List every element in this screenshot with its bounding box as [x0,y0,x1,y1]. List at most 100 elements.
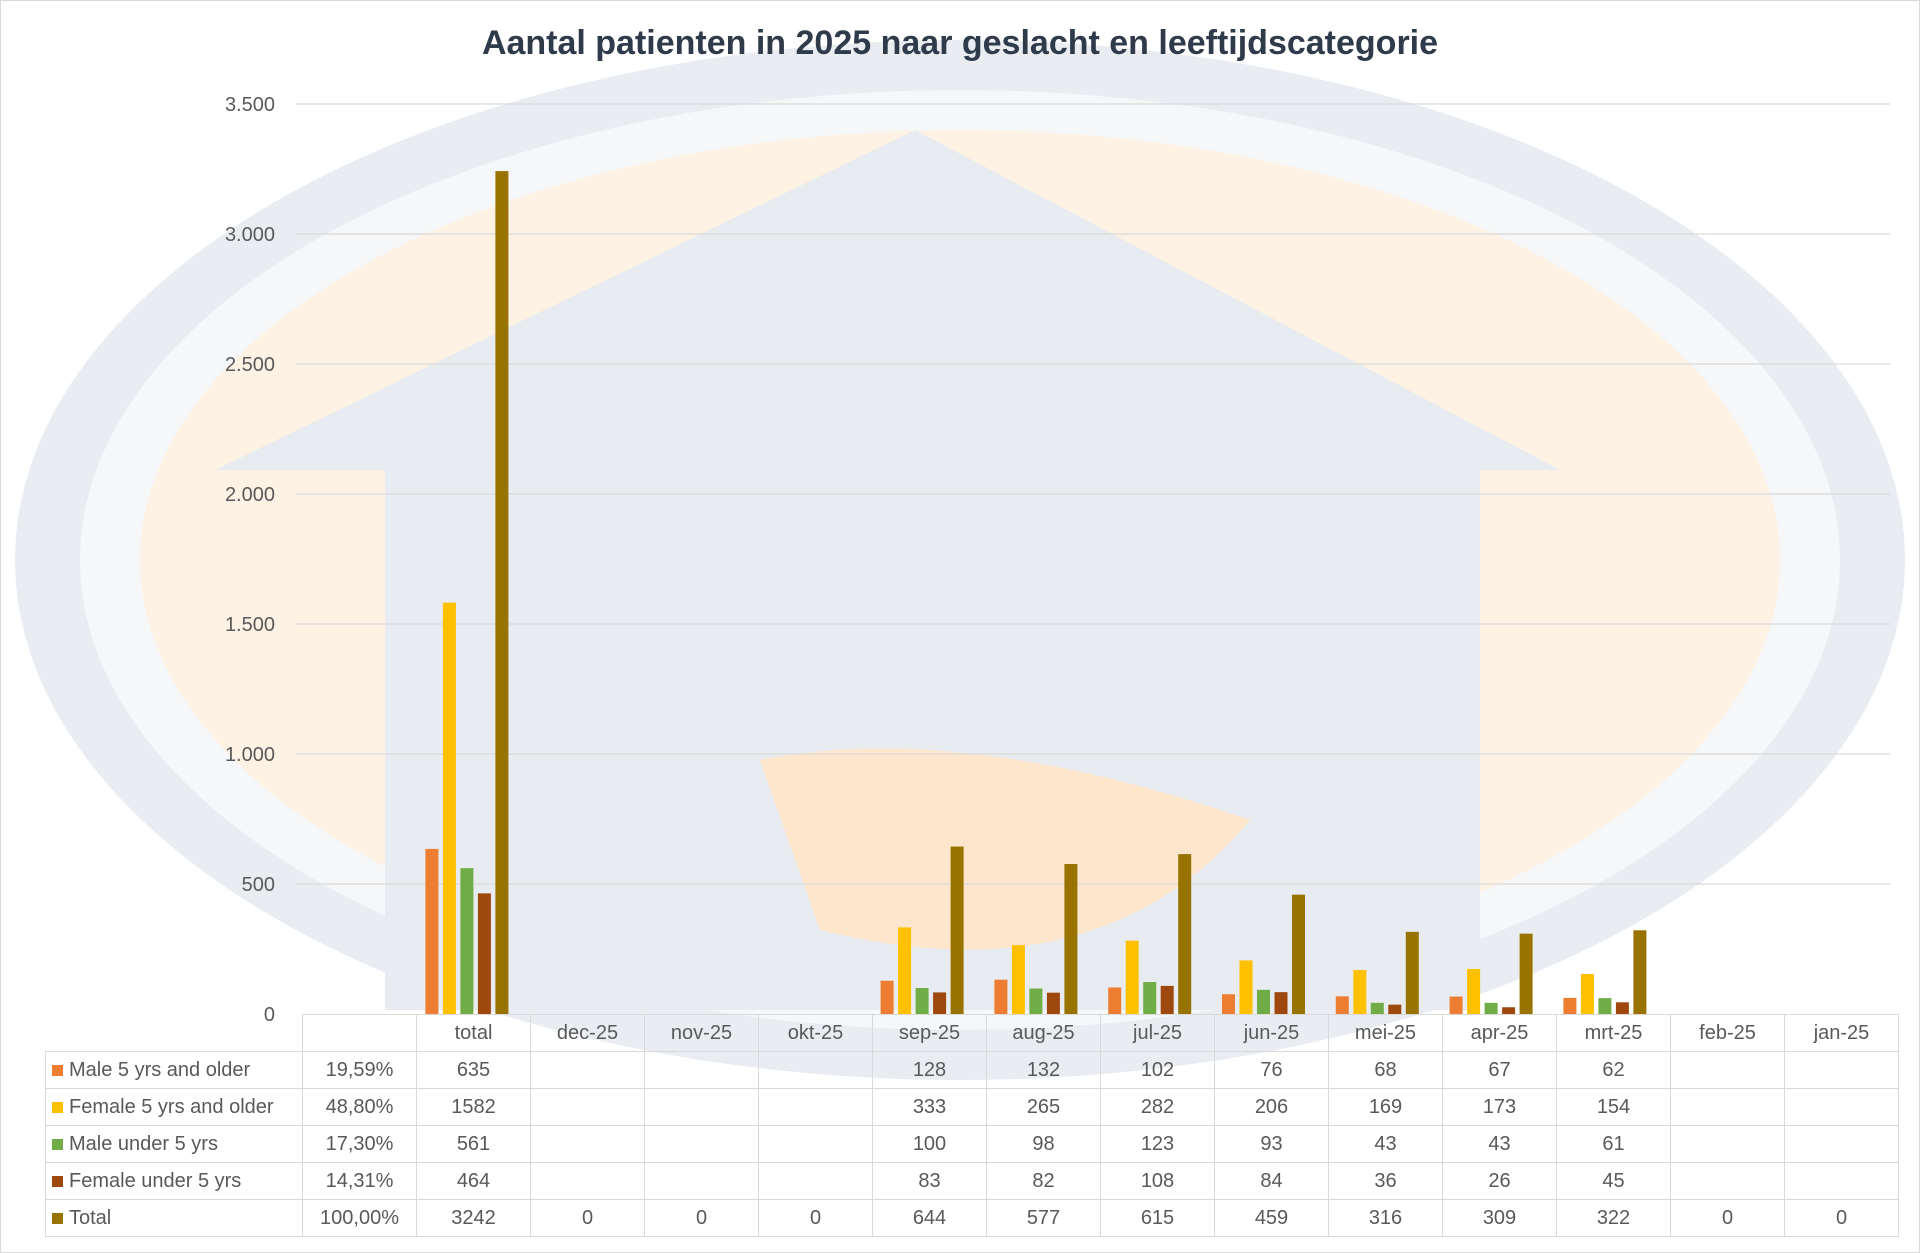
category-label: jul-25 [1100,1014,1215,1052]
data-cell [758,1051,873,1089]
bar-total [495,171,509,1014]
data-cell: 1582 [416,1088,531,1126]
bar-male-under-5-yrs [1484,1002,1498,1014]
category-label: apr-25 [1442,1014,1557,1052]
legend-label: Total [69,1206,112,1229]
data-cell [1784,1088,1899,1126]
share-percentage: 48,80% [302,1088,417,1126]
table-row: Female 5 yrs and older 48,80% 1582 333 265 28… [45,1088,1899,1126]
bar-total [1064,863,1078,1014]
header-blank [45,1014,303,1052]
bar-male-under-5-yrs [1370,1002,1384,1014]
bar-female-under-5-yrs [1615,1002,1629,1014]
share-percentage: 14,31% [302,1162,417,1200]
y-tick-label: 2.500 [225,354,275,376]
category-label: jan-25 [1784,1014,1899,1052]
data-cell [1670,1088,1785,1126]
legend-label: Female 5 yrs and older [69,1095,274,1118]
data-cell: 68 [1328,1051,1443,1089]
data-cell [530,1088,645,1126]
bar-male-under-5-yrs [1257,989,1270,1014]
header-blank [302,1014,417,1052]
legend-entry: Female under 5 yrs [45,1162,303,1200]
chart-title: Aantal patienten in 2025 naar geslacht e… [481,24,1439,62]
bar-male-5-yrs-and-older [425,848,439,1014]
data-cell: 644 [872,1199,987,1237]
table-row: Total 100,00% 3242 0 0 0 644 577 615 459 316 309 322… [45,1199,1899,1237]
data-cell [530,1162,645,1200]
data-cell: 561 [416,1125,531,1163]
bar-total [1178,854,1192,1014]
data-cell: 3242 [416,1199,531,1237]
bar-male-under-5-yrs [915,988,929,1014]
data-cell: 265 [986,1088,1101,1126]
bar-female-under-5-yrs [477,893,491,1014]
category-label: dec-25 [530,1014,645,1052]
data-cell [758,1088,873,1126]
data-cell: 43 [1328,1125,1443,1163]
category-label: sep-25 [872,1014,987,1052]
data-cell: 206 [1214,1088,1329,1126]
bar-total [1519,933,1533,1014]
bar-male-5-yrs-and-older [1108,987,1122,1014]
data-cell [644,1088,759,1126]
data-cell: 322 [1556,1199,1671,1237]
data-cell: 282 [1100,1088,1215,1126]
category-label: mei-25 [1328,1014,1443,1052]
data-cell: 100 [872,1125,987,1163]
legend-entry: Total [45,1199,303,1237]
data-cell: 102 [1100,1051,1215,1089]
category-label: total [416,1014,531,1052]
bar-total [1405,931,1419,1014]
bar-male-5-yrs-and-older [1222,994,1235,1014]
category-label: mrt-25 [1556,1014,1671,1052]
data-cell: 459 [1214,1199,1329,1237]
data-cell: 61 [1556,1125,1671,1163]
category-label: feb-25 [1670,1014,1785,1052]
data-cell: 98 [986,1125,1101,1163]
legend-label: Male under 5 yrs [69,1132,218,1155]
legend-entry: Male 5 yrs and older [45,1051,303,1089]
bar-female-under-5-yrs [1502,1007,1516,1014]
data-cell: 309 [1442,1199,1557,1237]
bar-total [950,846,964,1014]
bar-male-5-yrs-and-older [1563,997,1577,1014]
data-cell: 333 [872,1088,987,1126]
bar-female-under-5-yrs [1160,985,1174,1014]
data-cell: 108 [1100,1162,1215,1200]
data-cell: 154 [1556,1088,1671,1126]
data-cell: 0 [758,1199,873,1237]
data-cell: 615 [1100,1199,1215,1237]
legend-entry: Male under 5 yrs [45,1125,303,1163]
bar-male-under-5-yrs [1598,998,1612,1014]
category-label: aug-25 [986,1014,1101,1052]
data-cell: 84 [1214,1162,1329,1200]
category-label: okt-25 [758,1014,873,1052]
bar-male-under-5-yrs [1029,988,1043,1014]
legend-entry: Female 5 yrs and older [45,1088,303,1126]
data-cell [1670,1162,1785,1200]
table-header-row: total dec-25 nov-25 okt-25 sep-25 aug-25 jul-2… [45,1014,1899,1052]
y-tick-label: 1.500 [225,614,275,636]
bar-female-5-yrs-and-older [1580,973,1594,1014]
data-cell: 173 [1442,1088,1557,1126]
data-cell: 0 [1784,1199,1899,1237]
bar-female-5-yrs-and-older [1011,945,1025,1014]
table-row: Male under 5 yrs 17,30% 561 100 98 123 93 43 43 6… [45,1125,1899,1163]
data-cell [758,1125,873,1163]
data-cell: 0 [644,1199,759,1237]
y-tick-label: 3.500 [225,94,275,116]
bar-female-5-yrs-and-older [1353,970,1367,1014]
bar-male-5-yrs-and-older [1449,996,1463,1014]
share-percentage: 100,00% [302,1199,417,1237]
y-tick-label: 500 [242,874,275,896]
legend-swatch [52,1064,63,1076]
data-cell: 464 [416,1162,531,1200]
bar-female-under-5-yrs [933,992,947,1014]
data-cell [644,1162,759,1200]
data-cell [1784,1162,1899,1200]
data-cell: 26 [1442,1162,1557,1200]
data-cell: 45 [1556,1162,1671,1200]
